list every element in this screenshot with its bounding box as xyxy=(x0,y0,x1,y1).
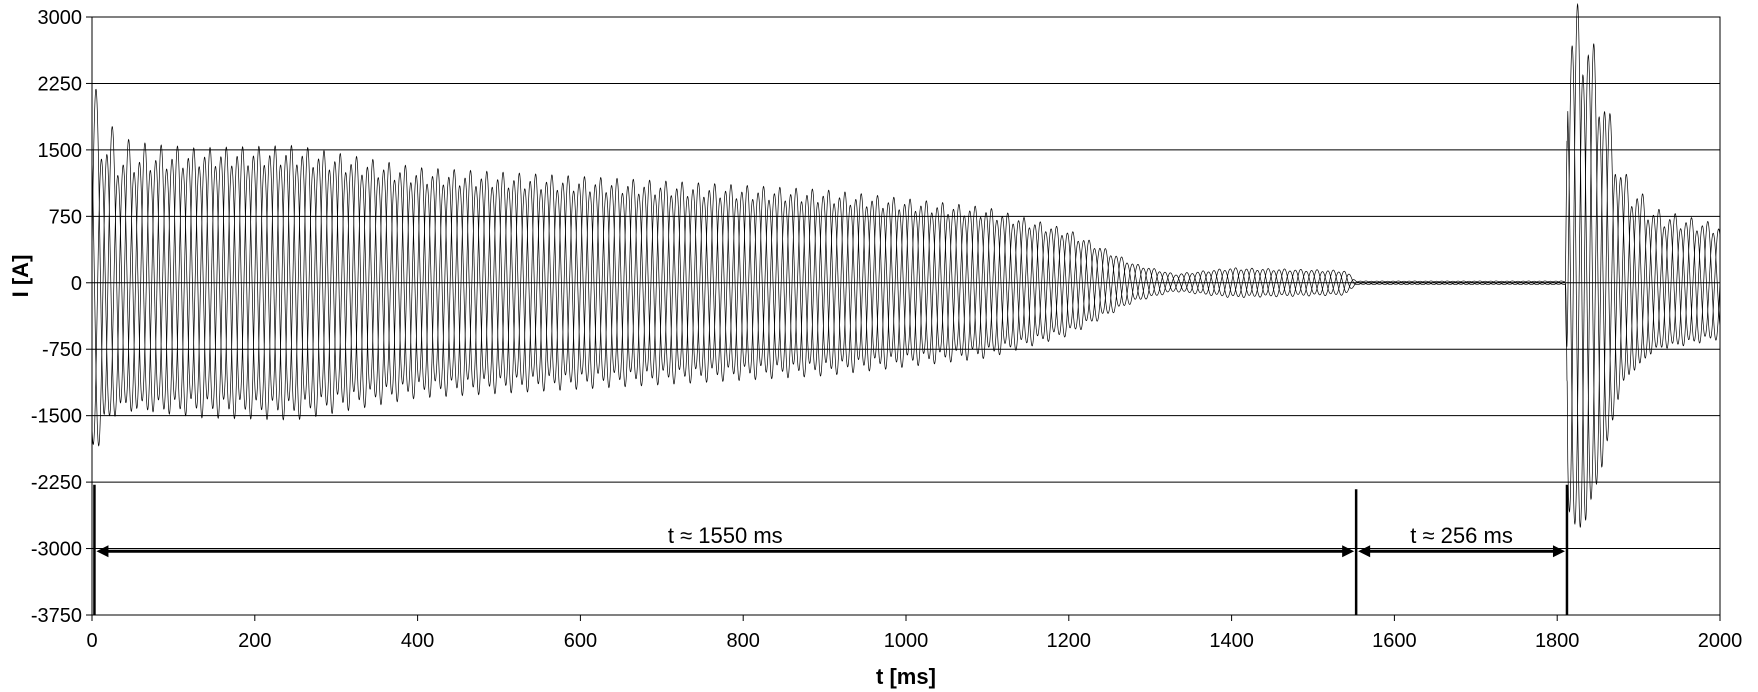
x-tick-label: 200 xyxy=(238,630,271,652)
x-axis-title: t [ms] xyxy=(876,664,936,689)
x-tick-label: 1800 xyxy=(1535,630,1580,652)
interval-label: t ≈ 1550 ms xyxy=(668,523,783,548)
interval-arrow-head-left xyxy=(96,545,109,558)
phase-waveform-3 xyxy=(91,74,1721,525)
time-markers xyxy=(93,484,1569,615)
y-tick-label: -1500 xyxy=(31,406,82,428)
y-tick-label: -3000 xyxy=(31,539,82,561)
y-tick-label: 0 xyxy=(71,273,82,295)
x-tick-label: 400 xyxy=(401,630,434,652)
x-tick-label: 1000 xyxy=(884,630,929,652)
interval-arrow-head-right xyxy=(1552,545,1565,558)
interval-arrow-head-right xyxy=(1342,545,1355,558)
phase-waveform-1 xyxy=(91,2,1721,521)
y-tick-label: 750 xyxy=(49,206,82,228)
interval-annotations: t ≈ 1550 ms t ≈ 256 ms xyxy=(96,523,1565,558)
x-tick-label: 1200 xyxy=(1047,630,1092,652)
interval-arrow-head-left xyxy=(1358,545,1371,558)
y-tick-label: -750 xyxy=(42,339,82,361)
x-tick-label: 1400 xyxy=(1209,630,1254,652)
y-tick-label: -2250 xyxy=(31,472,82,494)
y-tick-label: 2250 xyxy=(38,73,83,95)
y-tick-label: -3750 xyxy=(31,605,82,627)
interval-annotation: t ≈ 1550 ms xyxy=(96,523,1355,558)
phase-waveform-2 xyxy=(91,45,1721,528)
axis-ticks: 3000 2250 1500 750 0 -750 -1500 -2250 -3000 -3750… xyxy=(31,7,1742,652)
x-tick-label: 800 xyxy=(727,630,760,652)
y-tick-label: 1500 xyxy=(38,140,83,162)
x-tick-label: 0 xyxy=(86,630,97,652)
x-tick-label: 600 xyxy=(564,630,597,652)
waveform-series xyxy=(91,2,1721,528)
y-axis-title: I [A] xyxy=(8,255,33,298)
interval-label: t ≈ 256 ms xyxy=(1410,523,1513,548)
y-tick-label: 3000 xyxy=(38,7,83,29)
x-tick-label: 2000 xyxy=(1698,630,1743,652)
interval-annotation: t ≈ 256 ms xyxy=(1358,523,1565,558)
x-tick-label: 1600 xyxy=(1372,630,1417,652)
